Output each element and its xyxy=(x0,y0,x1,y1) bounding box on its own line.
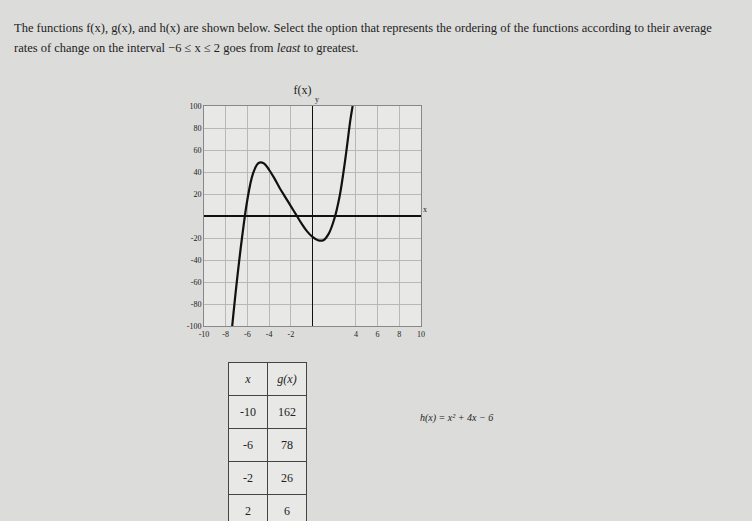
svg-text:-10: -10 xyxy=(199,330,210,339)
svg-text:8: 8 xyxy=(397,330,401,339)
html-text:The functions f(x), g(x), and: The functions f(x), g(x), and h(x) are s… xyxy=(14,21,712,55)
html-text:h(x) = x² + 4x − 6: h(x) = x² + 4x − 6 xyxy=(420,412,494,423)
svg-text:80: 80 xyxy=(193,124,201,133)
svg-text:-60: -60 xyxy=(191,278,202,287)
svg-text:-40: -40 xyxy=(191,256,202,265)
svg-text:6: 6 xyxy=(376,330,380,339)
svg-text:60: 60 xyxy=(193,146,201,155)
svg-text:y: y xyxy=(315,95,319,104)
svg-text:-4: -4 xyxy=(266,330,273,339)
svg-text:-6: -6 xyxy=(244,330,251,339)
html-text:-2: -2 xyxy=(243,470,253,485)
html-text:x: x xyxy=(245,371,251,386)
svg-text:-100: -100 xyxy=(187,322,202,331)
svg-text:20: 20 xyxy=(193,190,201,199)
html-text:26: 26 xyxy=(281,470,293,485)
svg-text:100: 100 xyxy=(189,102,201,111)
svg-text:-20: -20 xyxy=(191,234,202,243)
html-text:-6: -6 xyxy=(243,437,253,452)
html-text:162: 162 xyxy=(278,404,296,419)
svg-text:-2: -2 xyxy=(287,330,294,339)
html-text:6: 6 xyxy=(284,503,290,518)
svg-text:-8: -8 xyxy=(222,330,229,339)
svg-text:-80: -80 xyxy=(191,300,202,309)
html-text:-10: -10 xyxy=(240,404,256,419)
html-text:2: 2 xyxy=(245,503,251,518)
svg-text:40: 40 xyxy=(193,168,201,177)
svg-text:4: 4 xyxy=(354,330,358,339)
svg-text:x: x xyxy=(423,205,427,214)
html-text:78: 78 xyxy=(281,437,293,452)
svg-text:f(x): f(x) xyxy=(294,83,312,97)
html-text:g(x): g(x) xyxy=(277,371,297,386)
svg-text:10: 10 xyxy=(417,330,425,339)
